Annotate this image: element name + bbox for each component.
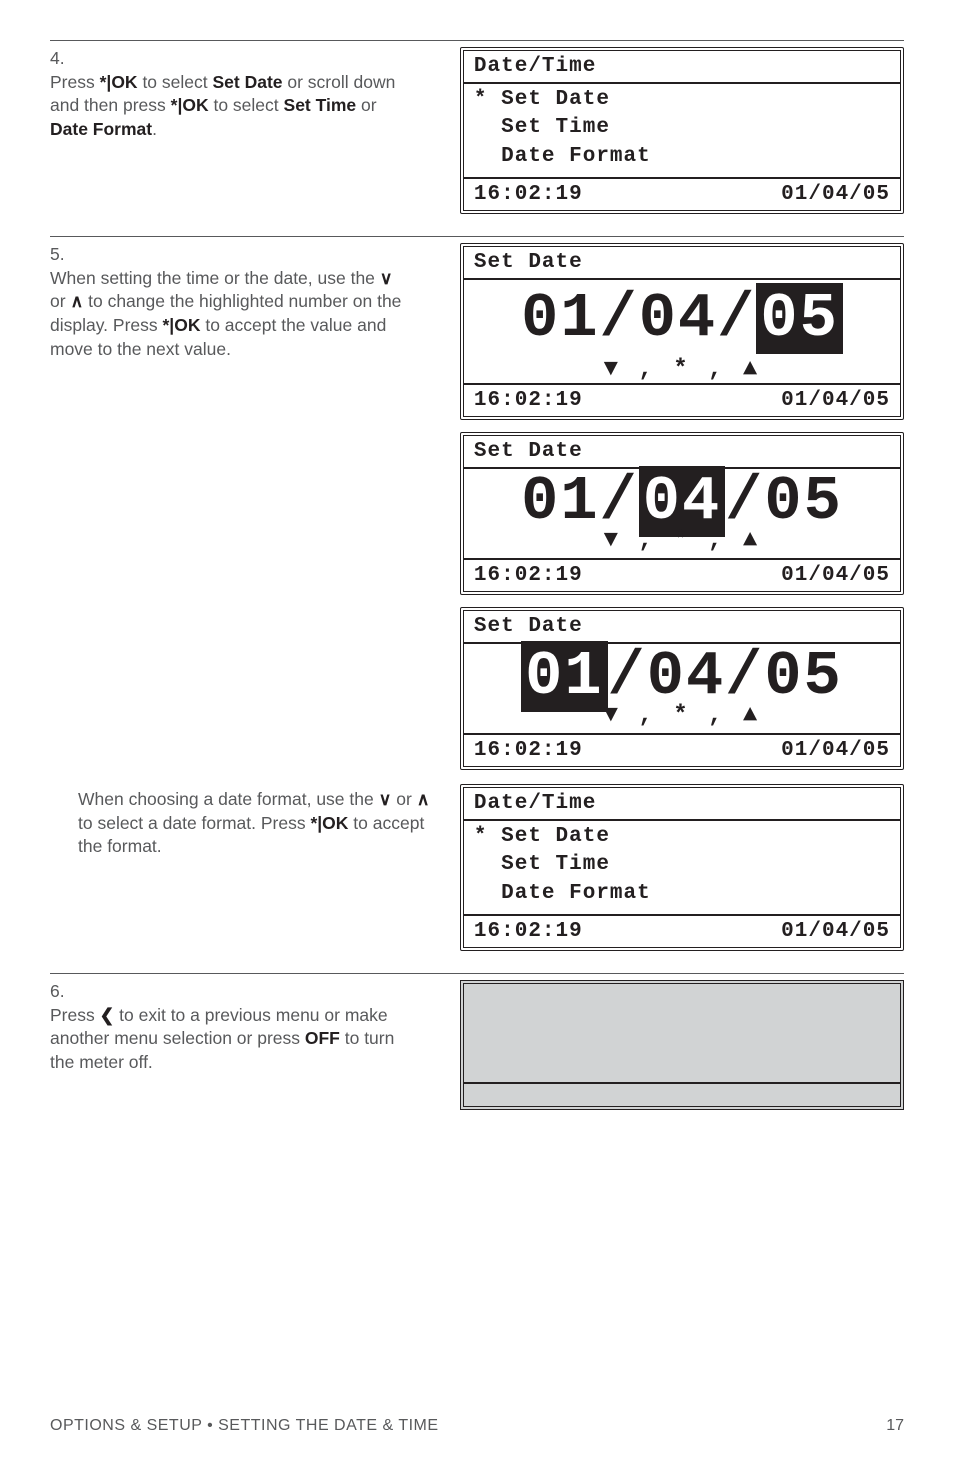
step-5-text: 5. When setting the time or the date, us… [50, 243, 460, 782]
lcd-time: 16:02:19 [474, 389, 583, 412]
step-6-row: 6. Press ❮ to exit to a previous menu or… [50, 973, 904, 1110]
lcd-title: Date/Time [464, 788, 900, 821]
lcd-status: 16:02:19 01/04/05 [464, 383, 900, 416]
lcd-screen: Date/Time * Set Date Set Time Date Forma… [460, 47, 904, 214]
lcd-time: 16:02:19 [474, 564, 583, 587]
nav-symbols: ▼ , * , ▲ [474, 356, 890, 383]
lcd-set-date-month: Set Date 01/04/05 ▼ , * , ▲ 16:02:19 01/… [460, 432, 904, 595]
lcd-title: Set Date [464, 247, 900, 280]
step-number: 4. [50, 47, 78, 71]
step-6-lcd [460, 980, 904, 1110]
lcd-screen: Date/Time * Set Date Set Time Date Forma… [460, 784, 904, 951]
lcd-time: 16:02:19 [474, 183, 583, 206]
lcd-set-date-year: Set Date 01/04/05 ▼ , * , ▲ 16:02:19 01/… [460, 243, 904, 420]
menu-item: Set Time [474, 114, 890, 142]
lcd-date: 01/04/05 [781, 739, 890, 762]
lcd-status: 16:02:19 01/04/05 [464, 177, 900, 210]
lcd-big-date: 01/04/05 ▼ , * , ▲ [464, 280, 900, 383]
footer-section: OPTIONS & SETUP • SETTING THE DATE & TIM… [50, 1417, 439, 1435]
step-number: 6. [50, 980, 78, 1004]
lcd-big-date: 01/04/05 ▼ , * , ▲ [464, 644, 900, 729]
lcd-date: 01/04/05 [781, 183, 890, 206]
menu-item: Date Format [474, 880, 890, 908]
lcd-date: 01/04/05 [781, 920, 890, 943]
lcd-status: 16:02:19 01/04/05 [464, 914, 900, 947]
step-body: Press *|OK to select Set Date or scroll … [50, 71, 410, 142]
step-5-row: 5. When setting the time or the date, us… [50, 236, 904, 782]
lcd-time: 16:02:19 [474, 739, 583, 762]
lcd-status: 16:02:19 01/04/05 [464, 733, 900, 766]
menu-item: Set Time [474, 851, 890, 879]
step-body: Press ❮ to exit to a previous menu or ma… [50, 1004, 410, 1075]
step-6-text: 6. Press ❮ to exit to a previous menu or… [50, 980, 460, 1110]
menu-item: * Set Date [474, 823, 890, 851]
lcd-date: 01/04/05 [781, 389, 890, 412]
lcd-menu: * Set Date Set Time Date Format [464, 84, 900, 177]
format-lcd: Date/Time * Set Date Set Time Date Forma… [460, 784, 904, 963]
step-body: When setting the time or the date, use t… [50, 267, 410, 362]
step-4-lcd: Date/Time * Set Date Set Time Date Forma… [460, 47, 904, 226]
lcd-time: 16:02:19 [474, 920, 583, 943]
lcd-status: 16:02:19 01/04/05 [464, 558, 900, 591]
lcd-title: Set Date [464, 436, 900, 469]
lcd-title: Set Date [464, 611, 900, 644]
step-5-lcds: Set Date 01/04/05 ▼ , * , ▲ 16:02:19 01/… [460, 243, 904, 782]
lcd-blank [460, 980, 904, 1110]
menu-item: * Set Date [474, 86, 890, 114]
lcd-menu: * Set Date Set Time Date Format [464, 821, 900, 914]
date-format-substep: When choosing a date format, use the ∨ o… [50, 784, 904, 963]
step-4-text: 4. Press *|OK to select Set Date or scro… [50, 47, 460, 226]
lcd-set-date-day: Set Date 01/04/05 ▼ , * , ▲ 16:02:19 01/… [460, 607, 904, 770]
lcd-date: 01/04/05 [781, 564, 890, 587]
step-4-row: 4. Press *|OK to select Set Date or scro… [50, 40, 904, 226]
page-footer: OPTIONS & SETUP • SETTING THE DATE & TIM… [50, 1417, 904, 1435]
format-text: When choosing a date format, use the ∨ o… [50, 784, 460, 963]
page-number: 17 [886, 1417, 904, 1435]
lcd-title: Date/Time [464, 51, 900, 84]
step-number: 5. [50, 243, 78, 267]
lcd-big-date: 01/04/05 ▼ , * , ▲ [464, 469, 900, 554]
menu-item: Date Format [474, 143, 890, 171]
